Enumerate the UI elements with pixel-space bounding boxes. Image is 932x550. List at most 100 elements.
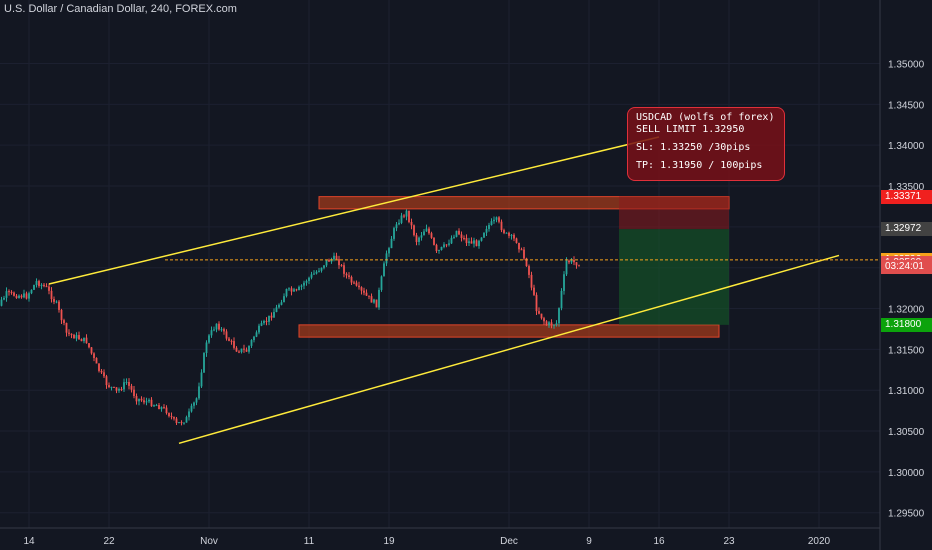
candle-body [195,398,198,403]
y-tick-label: 1.34000 [888,141,925,152]
candle-body [378,289,380,308]
candle-body [60,309,63,321]
candle-body [320,267,323,271]
candle-body [330,259,333,262]
candle-body [490,221,493,226]
candle-body [38,281,40,286]
candle-body [448,243,450,245]
candle-body [523,249,525,259]
candle-body [333,255,335,260]
candle-body [365,292,368,296]
candle-body [63,320,65,323]
candle-body [93,353,95,358]
candle-body [298,286,300,291]
candle-body [145,401,148,403]
candle-body [288,288,290,290]
candle-body [208,335,210,343]
candle-body [113,386,115,388]
note-line-1: USDCAD (wolfs of forex) [636,112,775,123]
candle-body [228,338,230,341]
candle-body [158,405,160,410]
candle-body [550,322,553,326]
candle-body [125,382,128,384]
note-line-2: SELL LIMIT 1.32950 [636,124,745,135]
candle-body [273,312,275,318]
candle-body [425,228,428,232]
candle-body [533,287,535,295]
candle-body [480,237,483,241]
candle-body [495,217,498,220]
candle-body [435,244,438,251]
x-tick-label: 14 [23,536,35,547]
candle-body [460,234,463,238]
candle-body [303,282,305,286]
candle-body [170,416,173,418]
candle-body [130,385,133,390]
candle-body [315,271,318,274]
y-tick-label: 1.29500 [888,509,925,520]
candle-body [438,249,440,251]
candle-body [473,240,475,244]
x-tick-label: Nov [200,536,218,547]
candle-body [373,299,375,303]
candle-body [555,323,558,325]
candle-body [80,339,83,342]
candle-body [65,322,68,333]
candle-body [293,289,295,292]
candle-body [213,329,215,331]
candle-body [185,417,188,423]
candle-body [163,407,165,409]
candle-body [235,347,238,352]
candle-body [285,289,288,297]
candle-body [525,258,528,267]
candle-body [73,334,75,339]
candle-body [68,332,70,334]
candle-body [295,289,298,291]
candle-body [248,345,250,352]
y-tick-label: 1.30500 [888,427,925,438]
candle-body [78,335,80,340]
candle-body [470,241,473,244]
candle-body [408,210,410,222]
candle-body [253,336,255,341]
candle-body [110,386,113,388]
candle-body [55,301,58,303]
candle-body [48,286,50,291]
candle-body [220,329,223,331]
candle-body [563,274,565,291]
trade-note[interactable]: USDCAD (wolfs of forex) SELL LIMIT 1.329… [627,107,785,181]
candle-body [418,237,420,242]
candle-body [290,288,293,292]
candle-body [445,244,448,246]
candle-body [363,290,365,293]
x-tick-label: 11 [304,536,315,547]
candle-body [530,274,533,288]
candle-body [508,232,510,236]
candle-body [250,340,253,346]
candle-body [25,293,28,299]
candle-body [100,370,103,373]
candle-body [538,311,540,314]
candle-body [540,313,543,319]
candle-body [198,386,200,399]
candle-body [350,276,353,283]
note-line-3: SL: 1.33250 /30pips [636,142,751,153]
candle-body [50,290,53,300]
candle-body [188,411,190,418]
candle-body [53,299,55,302]
candle-body [175,418,178,424]
candle-body [283,296,285,303]
candle-body [358,285,360,288]
candle-body [548,322,550,326]
candle-body [108,385,110,388]
candle-body [205,342,208,354]
x-tick-label: 2020 [808,536,831,547]
candle-body [20,295,23,298]
candle-body [578,265,580,267]
candle-body [18,295,20,298]
candle-body [498,217,500,222]
candle-body [190,405,193,412]
candle-body [413,225,415,236]
